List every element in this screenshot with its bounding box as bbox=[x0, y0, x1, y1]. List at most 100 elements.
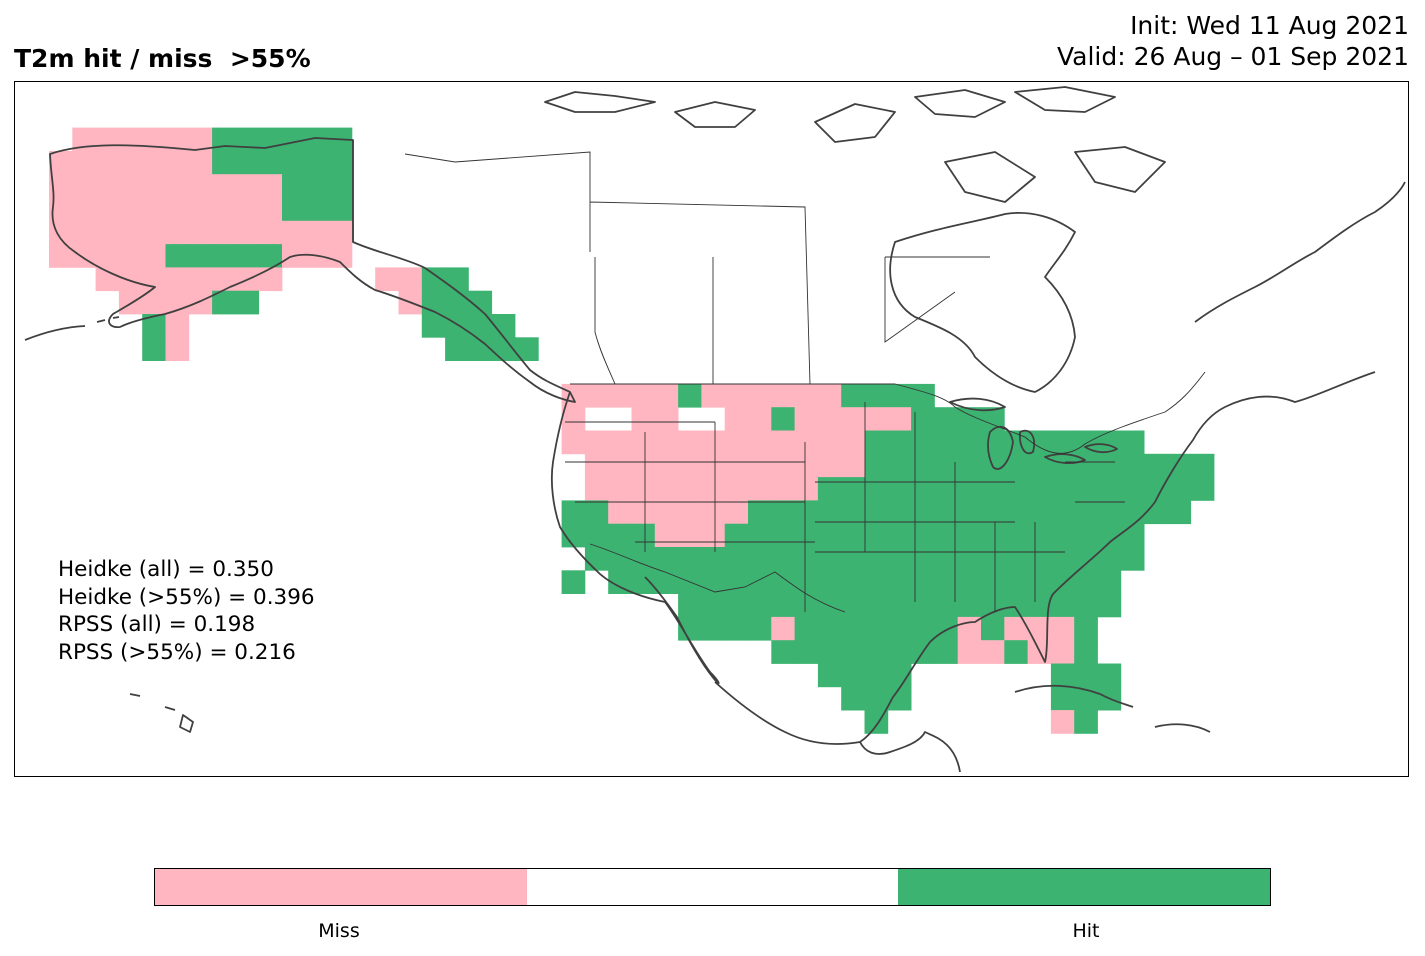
hit-cell bbox=[748, 616, 772, 641]
hit-cell bbox=[911, 616, 935, 641]
miss-cell bbox=[72, 220, 96, 245]
miss-cell bbox=[142, 174, 166, 198]
miss-cell bbox=[864, 407, 889, 431]
hit-cell bbox=[864, 547, 889, 571]
miss-cell bbox=[724, 430, 749, 455]
hit-cell bbox=[887, 430, 912, 455]
hit-cell bbox=[887, 686, 912, 711]
hit-cell bbox=[911, 477, 935, 501]
hit-cell bbox=[1167, 477, 1192, 501]
hit-cell bbox=[887, 570, 912, 594]
hit-cell bbox=[235, 244, 260, 268]
miss-cell bbox=[1050, 616, 1075, 641]
hit-cell bbox=[911, 453, 935, 478]
hit-cell bbox=[1027, 523, 1052, 548]
mexico-gulf-coast bbox=[714, 371, 1376, 745]
hit-cell bbox=[1190, 453, 1215, 478]
miss-cell bbox=[72, 127, 96, 152]
miss-cell bbox=[701, 430, 726, 455]
hit-cell bbox=[491, 314, 516, 338]
miss-cell bbox=[142, 220, 166, 245]
miss-cell bbox=[212, 267, 236, 292]
hit-cell bbox=[584, 500, 609, 525]
hit-cell bbox=[1004, 453, 1028, 478]
hit-cell bbox=[1027, 453, 1052, 478]
hit-cell bbox=[515, 337, 539, 361]
miss-cell bbox=[584, 477, 609, 501]
hit-cell bbox=[934, 570, 959, 594]
hit-cell bbox=[445, 337, 469, 361]
hit-cell bbox=[957, 500, 982, 525]
hit-cell bbox=[911, 570, 935, 594]
hit-cell bbox=[957, 430, 982, 455]
hit-cell bbox=[1097, 663, 1122, 688]
miss-cell bbox=[771, 616, 795, 641]
hit-cell bbox=[421, 314, 446, 338]
hit-cell bbox=[468, 290, 493, 315]
colorbar-miss-segment bbox=[155, 869, 527, 905]
hit-cell bbox=[771, 570, 795, 594]
hudson-bay bbox=[889, 212, 1076, 393]
miss-cell bbox=[654, 407, 679, 431]
miss-cell bbox=[142, 290, 166, 315]
miss-cell bbox=[118, 220, 143, 245]
miss-cell bbox=[165, 150, 190, 175]
hit-cell bbox=[817, 477, 842, 501]
hit-cell bbox=[981, 500, 1005, 525]
hit-cell bbox=[841, 663, 865, 688]
hit-cell bbox=[654, 547, 679, 571]
hit-cell bbox=[1074, 710, 1098, 734]
hit-cell bbox=[864, 593, 889, 618]
miss-cell bbox=[771, 430, 795, 455]
hit-cell bbox=[1004, 547, 1028, 571]
hit-cell bbox=[445, 290, 469, 315]
hit-cell bbox=[1097, 523, 1122, 548]
miss-cell bbox=[49, 244, 73, 268]
hit-cell bbox=[1120, 477, 1145, 501]
miss-cell bbox=[748, 453, 772, 478]
hit-cell bbox=[654, 570, 679, 594]
miss-cell bbox=[608, 383, 632, 408]
hit-cell bbox=[165, 244, 190, 268]
miss-cell bbox=[398, 267, 423, 292]
miss-cell bbox=[748, 407, 772, 431]
hit-cell bbox=[1004, 640, 1028, 664]
hit-cell bbox=[1074, 523, 1098, 548]
hit-cell bbox=[887, 547, 912, 571]
hit-cell bbox=[911, 383, 935, 408]
hit-cell bbox=[701, 570, 726, 594]
hit-cell bbox=[957, 593, 982, 618]
hit-cell bbox=[981, 593, 1005, 618]
hit-cell bbox=[608, 570, 632, 594]
miss-cell bbox=[748, 383, 772, 408]
miss-cell bbox=[188, 127, 213, 152]
miss-cell bbox=[841, 430, 865, 455]
colorbar bbox=[154, 868, 1271, 906]
miss-cell bbox=[72, 174, 96, 198]
hit-cell bbox=[1074, 477, 1098, 501]
hit-cell bbox=[608, 547, 632, 571]
hit-cell bbox=[421, 267, 446, 292]
miss-cell bbox=[118, 197, 143, 222]
miss-cell bbox=[235, 197, 260, 222]
hit-cell bbox=[864, 500, 889, 525]
rpss-all: RPSS (all) = 0.198 bbox=[58, 612, 256, 637]
hit-cell bbox=[981, 523, 1005, 548]
miss-cell bbox=[188, 267, 213, 292]
hit-cell bbox=[724, 547, 749, 571]
hit-cell bbox=[957, 570, 982, 594]
hit-cell bbox=[934, 523, 959, 548]
hit-cell bbox=[817, 640, 842, 664]
hit-cell bbox=[887, 477, 912, 501]
miss-cell bbox=[235, 220, 260, 245]
hit-cell bbox=[887, 500, 912, 525]
hit-cell bbox=[1027, 477, 1052, 501]
hit-cell bbox=[188, 244, 213, 268]
miss-cell bbox=[584, 453, 609, 478]
yucatan-central-america bbox=[859, 731, 961, 773]
hit-cell bbox=[1097, 500, 1122, 525]
miss-cell bbox=[1050, 710, 1075, 734]
hit-cell bbox=[887, 383, 912, 408]
hit-cell bbox=[981, 616, 1005, 641]
hit-cell bbox=[1190, 477, 1215, 501]
